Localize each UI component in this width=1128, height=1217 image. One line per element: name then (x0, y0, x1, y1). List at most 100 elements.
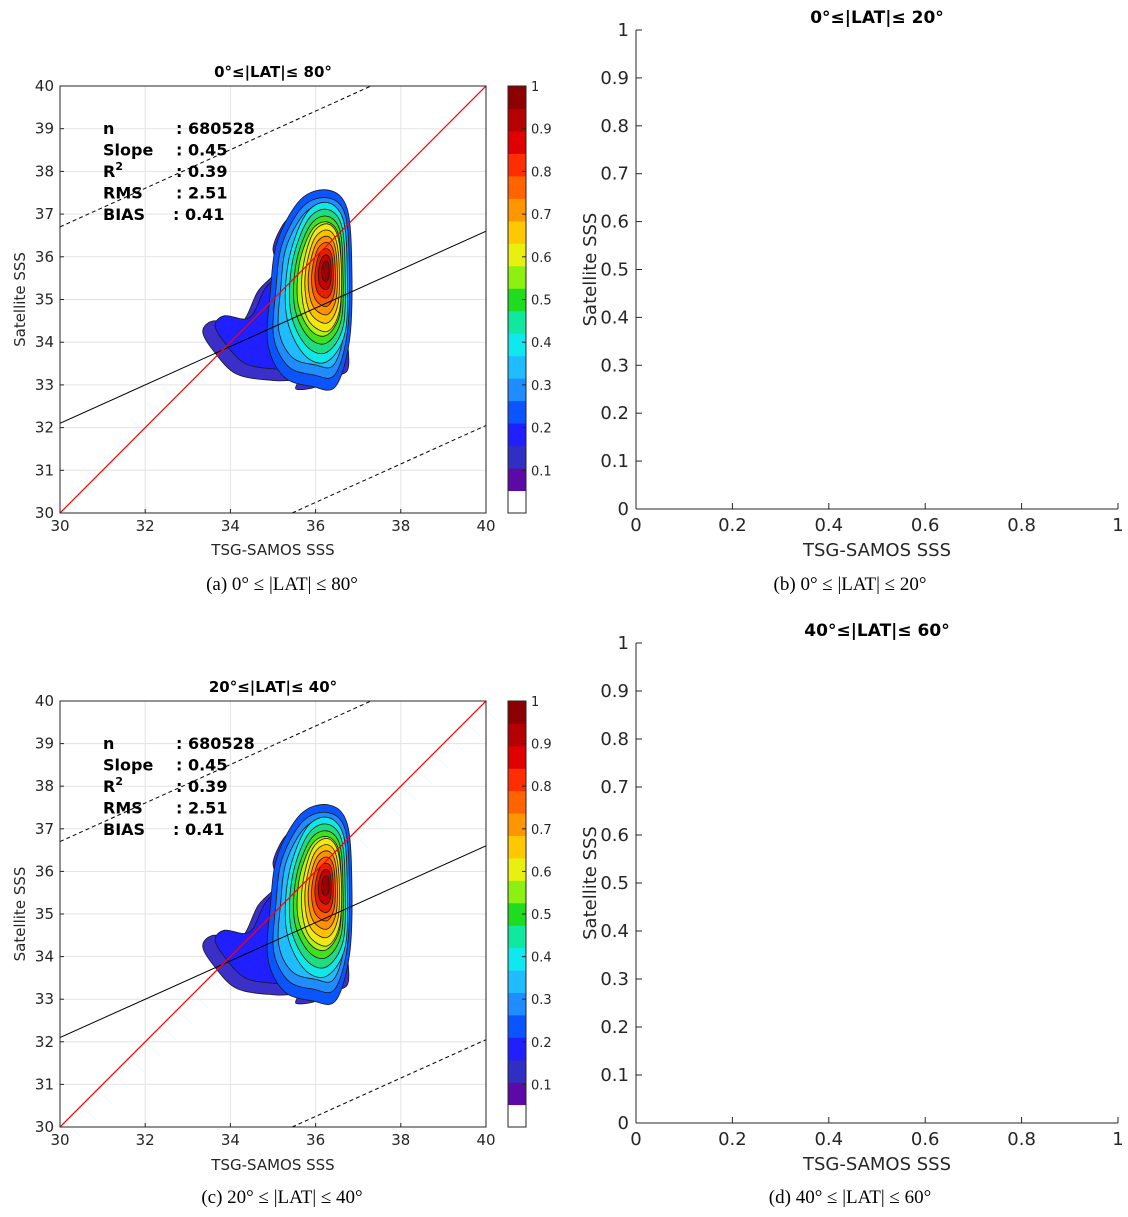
y-tick-label: 0 (618, 1113, 629, 1134)
colorbar-tick-label: 0.3 (531, 993, 552, 1008)
y-axis-label: Satellite SSS (11, 252, 29, 347)
colorbar-tick-label: 1 (531, 695, 539, 710)
colorbar-tick-label: 0.2 (531, 1036, 552, 1051)
x-tick-label: 38 (391, 1131, 410, 1149)
colorbar-segment (508, 333, 526, 357)
colorbar-segment (508, 813, 526, 837)
y-tick-label: 35 (35, 905, 54, 923)
x-tick-label: 0.4 (814, 1129, 843, 1150)
density-contour (321, 260, 330, 282)
panel-title: 0°≤|LAT|≤ 80° (214, 63, 332, 82)
panel-title: 0°≤|LAT|≤ 20° (810, 8, 944, 28)
colorbar-tick-label: 0.5 (531, 294, 552, 309)
colorbar-segment (508, 857, 526, 881)
upper-dashed-line (60, 701, 372, 843)
stat-label: Slope (103, 141, 153, 160)
colorbar-tick-label: 0.2 (531, 422, 552, 437)
y-axis-label: Satellite SSS (580, 213, 601, 327)
colorbar-tick-label: 1 (531, 80, 539, 95)
colorbar-segment (508, 153, 526, 177)
y-tick-label: 0.2 (600, 1017, 629, 1038)
colorbar-segment (508, 220, 526, 244)
y-axis-label: Satellite SSS (580, 826, 601, 940)
stat-superscript: 2 (115, 775, 123, 788)
x-tick-label: 36 (306, 517, 325, 535)
one-to-one-line (60, 701, 486, 1127)
y-tick-label: 30 (35, 1118, 54, 1136)
panel-caption: (b) 0° ≤ |LAT| ≤ 20° (774, 574, 927, 595)
stat-label: BIAS (103, 205, 145, 224)
colorbar-segment (508, 445, 526, 469)
y-tick-label: 35 (35, 291, 54, 309)
density-contours (60, 701, 486, 1127)
colorbar-segment (508, 902, 526, 926)
y-tick-label: 36 (35, 862, 54, 880)
colorbar-segment (508, 880, 526, 904)
colorbar-tick-label: 0.8 (531, 165, 552, 180)
colorbar-segment (508, 1037, 526, 1061)
y-tick-label: 0.5 (600, 260, 629, 281)
y-tick-label: 38 (35, 162, 54, 180)
colorbar-segment (508, 970, 526, 993)
colorbar-segment (508, 1104, 526, 1128)
x-axis-label: TSG-SAMOS SSS (210, 541, 334, 559)
y-axis-label: Satellite SSS (11, 867, 29, 962)
colorbar-segment (508, 243, 526, 267)
stat-value: : 0.41 (173, 205, 224, 224)
regression-line (60, 845, 486, 1038)
colorbar-segment (508, 745, 526, 769)
y-tick-label: 40 (35, 692, 54, 710)
y-tick-label: 0.1 (600, 451, 629, 472)
upper-dashed-line (60, 86, 372, 228)
stat-label: BIAS (103, 820, 145, 839)
panel-caption: (c) 20° ≤ |LAT| ≤ 40° (201, 1187, 362, 1208)
x-tick-label: 0.6 (911, 515, 940, 536)
colorbar-segment (508, 925, 526, 949)
y-tick-label: 1 (618, 20, 629, 41)
stat-label: RMS (103, 799, 143, 818)
stat-value: : 0.39 (176, 777, 227, 796)
colorbar-tick-label: 0.4 (531, 336, 552, 351)
y-tick-label: 30 (35, 504, 54, 522)
x-tick-label: 0 (630, 1129, 641, 1150)
colorbar-tick-label: 0.5 (531, 908, 552, 923)
x-tick-label: 38 (391, 517, 410, 535)
y-tick-label: 0.8 (600, 729, 629, 750)
y-tick-label: 31 (35, 461, 54, 479)
x-tick-label: 40 (476, 517, 495, 535)
colorbar-segment (508, 1059, 526, 1083)
colorbar-tick-label: 0.4 (531, 951, 552, 966)
x-tick-label: 0.8 (1007, 515, 1036, 536)
y-tick-label: 34 (35, 948, 54, 966)
x-tick-label: 32 (136, 1131, 155, 1149)
panel-d: 0 0.2 0.4 0.6 0.8 1 0 0.1 0.2 0.3 0.4 0.5 0.6 0.7 0.8 0… (580, 621, 1124, 1208)
stat-label: Slope (103, 756, 153, 775)
one-to-one-line (60, 86, 486, 513)
y-tick-label: 0.4 (600, 921, 629, 942)
colorbar-segment (508, 992, 526, 1016)
density-contours (60, 86, 486, 513)
colorbar-segment (508, 947, 526, 971)
colorbar-segment (508, 723, 526, 747)
panel-caption: (a) 0° ≤ |LAT| ≤ 80° (206, 574, 358, 595)
colorbar-tick-label: 0.6 (531, 251, 552, 266)
colorbar-tick-label: 0.1 (531, 464, 552, 479)
x-tick-label: 34 (221, 1131, 240, 1149)
colorbar-segment (508, 288, 526, 312)
y-tick-label: 0.3 (600, 969, 629, 990)
x-tick-label: 0.2 (718, 1129, 747, 1150)
colorbar-tick-label: 0.9 (531, 738, 552, 753)
x-tick-label: 0 (630, 515, 641, 536)
y-tick-label: 0.5 (600, 873, 629, 894)
lower-dashed-line (291, 1039, 486, 1127)
panel-title: 20°≤|LAT|≤ 40° (209, 678, 337, 697)
colorbar-tick-label: 0.8 (531, 780, 552, 795)
colorbar-segment (508, 835, 526, 859)
y-tick-label: 39 (35, 735, 54, 753)
x-tick-label: 1 (1112, 515, 1123, 536)
colorbar-segment (508, 198, 526, 222)
colorbar-segment (508, 701, 526, 724)
y-tick-label: 38 (35, 777, 54, 795)
